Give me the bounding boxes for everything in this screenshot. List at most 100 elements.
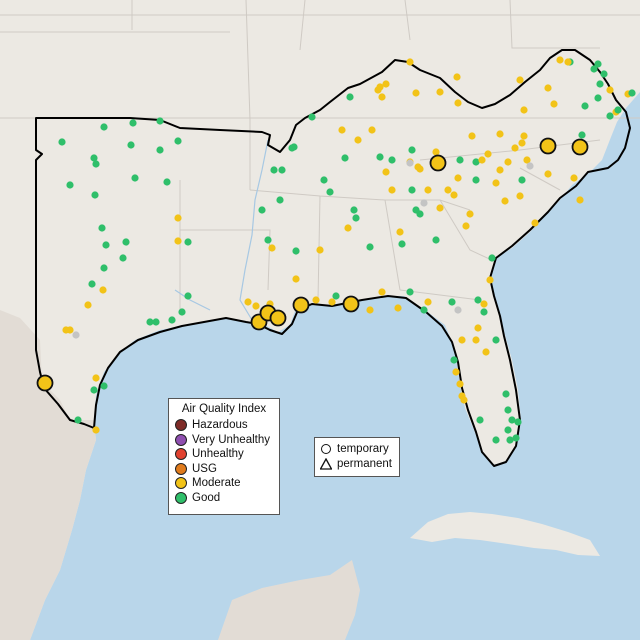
monitor-good[interactable] <box>122 238 130 246</box>
monitor-moderate[interactable] <box>316 246 324 254</box>
monitor-moderate[interactable] <box>436 204 444 212</box>
monitor-good[interactable] <box>474 296 482 304</box>
monitor-good[interactable] <box>288 144 296 152</box>
monitor-good[interactable] <box>184 238 192 246</box>
monitor-moderate[interactable] <box>484 150 492 158</box>
monitor-good[interactable] <box>146 318 154 326</box>
monitor-good[interactable] <box>514 418 522 426</box>
monitor-good[interactable] <box>129 119 137 127</box>
monitor-good[interactable] <box>156 117 164 125</box>
monitor-good[interactable] <box>376 153 384 161</box>
monitor-moderate[interactable] <box>424 186 432 194</box>
monitor-moderate[interactable] <box>378 288 386 296</box>
monitor-moderate[interactable] <box>252 302 260 310</box>
temporary-monitor-moderate[interactable] <box>571 138 589 156</box>
monitor-moderate[interactable] <box>312 296 320 304</box>
monitor-moderate[interactable] <box>496 166 504 174</box>
monitor-moderate[interactable] <box>480 300 488 308</box>
monitor-moderate[interactable] <box>432 148 440 156</box>
monitor-moderate[interactable] <box>570 174 578 182</box>
monitor-good[interactable] <box>416 210 424 218</box>
monitor-good[interactable] <box>406 288 414 296</box>
monitor-good[interactable] <box>488 254 496 262</box>
monitor-moderate[interactable] <box>468 132 476 140</box>
monitor-moderate[interactable] <box>452 368 460 376</box>
temporary-monitor-moderate[interactable] <box>292 296 310 314</box>
monitor-moderate[interactable] <box>511 144 519 152</box>
monitor-good[interactable] <box>163 178 171 186</box>
monitor-no-data[interactable] <box>72 331 80 339</box>
temporary-monitor-moderate[interactable] <box>36 374 54 392</box>
temporary-monitor-moderate[interactable] <box>342 295 360 313</box>
monitor-good[interactable] <box>628 89 636 97</box>
monitor-good[interactable] <box>308 113 316 121</box>
monitor-good[interactable] <box>408 186 416 194</box>
monitor-moderate[interactable] <box>174 214 182 222</box>
monitor-good[interactable] <box>332 292 340 300</box>
monitor-moderate[interactable] <box>454 99 462 107</box>
monitor-moderate[interactable] <box>564 58 572 66</box>
monitor-no-data[interactable] <box>406 159 414 167</box>
monitor-good[interactable] <box>596 80 604 88</box>
monitor-moderate[interactable] <box>523 156 531 164</box>
monitor-moderate[interactable] <box>458 392 466 400</box>
monitor-good[interactable] <box>504 406 512 414</box>
monitor-good[interactable] <box>594 94 602 102</box>
monitor-good[interactable] <box>472 176 480 184</box>
monitor-good[interactable] <box>388 156 396 164</box>
monitor-moderate[interactable] <box>504 158 512 166</box>
monitor-moderate[interactable] <box>354 136 362 144</box>
monitor-good[interactable] <box>341 154 349 162</box>
monitor-good[interactable] <box>518 176 526 184</box>
monitor-good[interactable] <box>326 188 334 196</box>
monitor-moderate[interactable] <box>496 130 504 138</box>
monitor-moderate[interactable] <box>456 380 464 388</box>
monitor-moderate[interactable] <box>453 73 461 81</box>
monitor-moderate[interactable] <box>382 168 390 176</box>
monitor-moderate[interactable] <box>174 237 182 245</box>
monitor-moderate[interactable] <box>292 275 300 283</box>
monitor-good[interactable] <box>100 382 108 390</box>
monitor-moderate[interactable] <box>328 298 336 306</box>
monitor-good[interactable] <box>504 426 512 434</box>
monitor-moderate[interactable] <box>412 89 420 97</box>
monitor-moderate[interactable] <box>454 174 462 182</box>
monitor-moderate[interactable] <box>556 56 564 64</box>
monitor-good[interactable] <box>450 356 458 364</box>
monitor-moderate[interactable] <box>482 348 490 356</box>
monitor-good[interactable] <box>508 416 516 424</box>
monitor-moderate[interactable] <box>344 224 352 232</box>
monitor-good[interactable] <box>58 138 66 146</box>
monitor-moderate[interactable] <box>516 76 524 84</box>
monitor-good[interactable] <box>131 174 139 182</box>
monitor-moderate[interactable] <box>382 80 390 88</box>
monitor-moderate[interactable] <box>444 186 452 194</box>
monitor-good[interactable] <box>74 416 82 424</box>
monitor-moderate[interactable] <box>516 192 524 200</box>
monitor-good[interactable] <box>492 336 500 344</box>
monitor-moderate[interactable] <box>576 196 584 204</box>
monitor-good[interactable] <box>614 106 622 114</box>
monitor-no-data[interactable] <box>526 162 534 170</box>
monitor-moderate[interactable] <box>92 374 100 382</box>
monitor-moderate[interactable] <box>544 84 552 92</box>
monitor-good[interactable] <box>320 176 328 184</box>
monitor-good[interactable] <box>350 206 358 214</box>
monitor-moderate[interactable] <box>424 298 432 306</box>
monitor-good[interactable] <box>278 166 286 174</box>
monitor-good[interactable] <box>100 123 108 131</box>
monitor-good[interactable] <box>480 308 488 316</box>
monitor-moderate[interactable] <box>338 126 346 134</box>
monitor-good[interactable] <box>594 60 602 68</box>
monitor-moderate[interactable] <box>478 156 486 164</box>
monitor-good[interactable] <box>156 146 164 154</box>
monitor-moderate[interactable] <box>492 179 500 187</box>
monitor-good[interactable] <box>472 158 480 166</box>
monitor-no-data[interactable] <box>420 199 428 207</box>
monitor-good[interactable] <box>578 131 586 139</box>
monitor-moderate[interactable] <box>606 86 614 94</box>
monitor-moderate[interactable] <box>366 306 374 314</box>
monitor-good[interactable] <box>476 416 484 424</box>
monitor-good[interactable] <box>264 236 272 244</box>
